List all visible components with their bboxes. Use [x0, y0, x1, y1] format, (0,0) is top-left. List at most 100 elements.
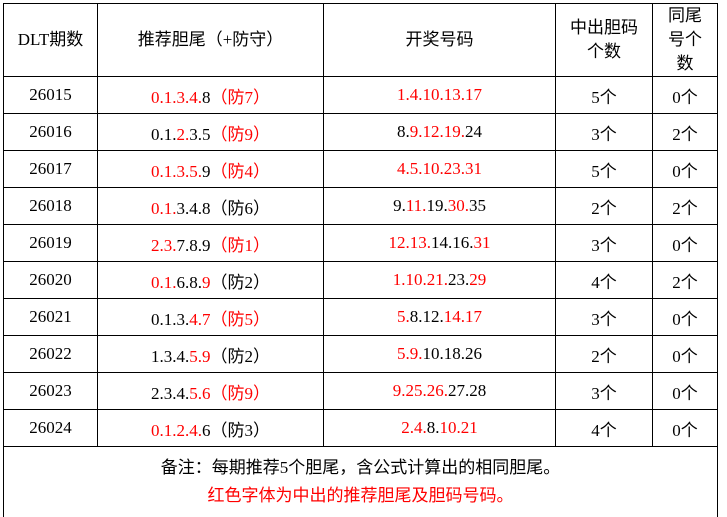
same-tail-cell: 0个: [653, 299, 718, 336]
draw-segment: 31: [474, 233, 491, 252]
tail-segment: 7.8.9: [177, 236, 211, 255]
tail-cell: 2.3.4.5.6（防9）: [98, 373, 324, 410]
issue-cell: 26021: [4, 299, 98, 336]
tail-segment: 5.6（防9）: [189, 384, 270, 403]
tail-cell: 0.1.6.8.9（防2）: [98, 262, 324, 299]
issue-cell: 26020: [4, 262, 98, 299]
tail-segment: 2.: [177, 125, 190, 144]
same-tail-cell: 0个: [653, 373, 718, 410]
draw-segment: 9.12.19.: [410, 122, 465, 141]
same-tail-cell: 2个: [653, 262, 718, 299]
draw-segment: 10.18.26: [423, 344, 483, 363]
tail-segment: 3.4.8（防6）: [177, 199, 271, 218]
tail-segment: 0.1.3.: [151, 310, 189, 329]
draw-segment: 23.: [448, 270, 469, 289]
issue-cell: 26017: [4, 151, 98, 188]
tail-segment: （防4）: [211, 162, 271, 181]
draw-segment: 30.: [448, 196, 469, 215]
draw-cell: 1.10.21.23.29: [324, 262, 556, 299]
draw-cell: 8.9.12.19.24: [324, 114, 556, 151]
tail-cell: 0.1.2.3.5（防9）: [98, 114, 324, 151]
draw-segment: 4.5.10.23.31: [397, 159, 482, 178]
draw-cell: 9.25.26.27.28: [324, 373, 556, 410]
tail-segment: 4.7（防5）: [189, 310, 270, 329]
tail-segment: 2.3.: [151, 236, 177, 255]
same-tail-cell: 2个: [653, 188, 718, 225]
issue-cell: 26015: [4, 77, 98, 114]
tail-cell: 0.1.3.5.9（防4）: [98, 151, 324, 188]
header-tail: 推荐胆尾（+防守）: [98, 4, 324, 77]
same-tail-cell: 0个: [653, 336, 718, 373]
tail-cell: 0.1.3.4.8（防7）: [98, 77, 324, 114]
note-line-1: 备注：每期推荐5个胆尾，含公式计算出的相同胆尾。: [4, 454, 717, 482]
same-tail-cell: 0个: [653, 410, 718, 447]
hits-cell: 3个: [556, 114, 653, 151]
same-tail-cell: 2个: [653, 114, 718, 151]
hits-cell: 5个: [556, 77, 653, 114]
tail-cell: 0.1.3.4.8（防6）: [98, 188, 324, 225]
hits-cell: 4个: [556, 262, 653, 299]
same-tail-cell: 0个: [653, 77, 718, 114]
tail-segment: （防9）: [211, 125, 271, 144]
issue-cell: 26022: [4, 336, 98, 373]
draw-cell: 5.8.12.14.17: [324, 299, 556, 336]
draw-segment: 12.13.: [389, 233, 432, 252]
hits-cell: 2个: [556, 336, 653, 373]
issue-cell: 26023: [4, 373, 98, 410]
tail-segment: 6（防3）: [202, 421, 270, 440]
hits-cell: 3个: [556, 373, 653, 410]
draw-segment: 14.17: [444, 307, 482, 326]
draw-segment: 1.10.21.: [393, 270, 448, 289]
draw-segment: 9.25.26.: [393, 381, 448, 400]
tail-segment: 9: [202, 162, 211, 181]
tail-segment: 6.8.: [177, 273, 203, 292]
hits-cell: 5个: [556, 151, 653, 188]
hits-cell: 3个: [556, 225, 653, 262]
tail-segment: 0.1.3.5.: [151, 162, 202, 181]
tail-cell: 0.1.2.4.6（防3）: [98, 410, 324, 447]
note-cell: 备注：每期推荐5个胆尾，含公式计算出的相同胆尾。红色字体为中出的推荐胆尾及胆码号…: [4, 447, 718, 517]
tail-segment: （防2）: [211, 273, 271, 292]
header-draw: 开奖号码: [324, 4, 556, 77]
draw-segment: 1.4.10.13.17: [397, 85, 482, 104]
header-row: DLT期数 推荐胆尾（+防守） 开奖号码 中出胆码个数 同尾号个数: [4, 4, 718, 77]
draw-cell: 1.4.10.13.17: [324, 77, 556, 114]
draw-segment: 11.: [406, 196, 427, 215]
tail-segment: 0.1.3.4.: [151, 88, 202, 107]
header-same: 同尾号个数: [653, 4, 718, 77]
draw-segment: 9.: [393, 196, 406, 215]
issue-cell: 26016: [4, 114, 98, 151]
draw-segment: 24: [465, 122, 482, 141]
draw-segment: 8.12.: [410, 307, 444, 326]
hits-cell: 3个: [556, 299, 653, 336]
same-tail-cell: 0个: [653, 151, 718, 188]
tail-cell: 2.3.7.8.9（防1）: [98, 225, 324, 262]
draw-segment: 10.21: [440, 418, 478, 437]
hits-cell: 2个: [556, 188, 653, 225]
same-tail-cell: 0个: [653, 225, 718, 262]
tail-segment: 5.9: [189, 347, 210, 366]
draw-cell: 12.13.14.16.31: [324, 225, 556, 262]
draw-cell: 2.4.8.10.21: [324, 410, 556, 447]
draw-segment: 2.4.: [401, 418, 427, 437]
tail-segment: 0.1.2.4.: [151, 421, 202, 440]
draw-segment: 5.9.: [397, 344, 423, 363]
tail-cell: 1.3.4.5.9（防2）: [98, 336, 324, 373]
tail-segment: 3.5: [189, 125, 210, 144]
note-line-2: 红色字体为中出的推荐胆尾及胆码号码。: [4, 482, 717, 510]
tail-segment: 8: [202, 88, 211, 107]
tail-cell: 0.1.3.4.7（防5）: [98, 299, 324, 336]
draw-segment: 8.: [427, 418, 440, 437]
draw-segment: 19.: [426, 196, 447, 215]
draw-segment: 29: [469, 270, 486, 289]
draw-segment: 5.: [397, 307, 410, 326]
tail-segment: 0.1.: [151, 273, 177, 292]
